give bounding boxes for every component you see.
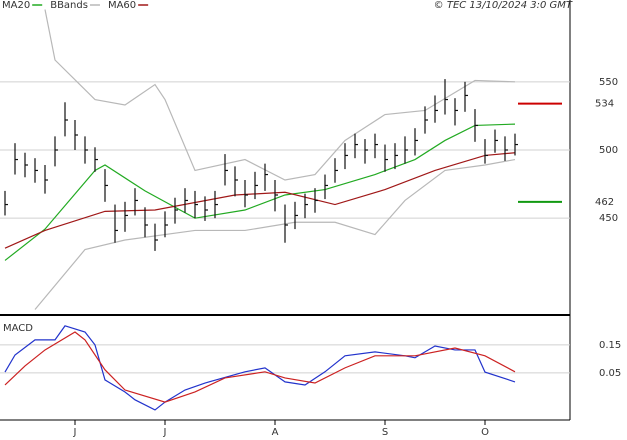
macd-label: MACD: [3, 323, 33, 334]
level-label: 462: [595, 197, 614, 208]
line-series: [44, 9, 516, 181]
line-series: [34, 158, 516, 310]
x-tick-label: J: [163, 427, 167, 438]
macd-line: [4, 331, 516, 403]
y-tick-label: 450: [599, 213, 618, 224]
x-tick-label: J: [73, 427, 77, 438]
x-tick-label: A: [272, 427, 279, 438]
legend-label: BBands: [50, 0, 88, 11]
legend-label: MA60: [108, 0, 136, 11]
level-label: 534: [595, 99, 614, 110]
y-tick-label: 0.15: [599, 340, 621, 351]
y-tick-label: 500: [599, 145, 618, 156]
x-tick-label: S: [382, 427, 388, 438]
line-series: [4, 123, 516, 261]
x-tick-label: O: [481, 427, 489, 438]
legend-label: MA20: [2, 0, 30, 11]
line-series: [4, 152, 516, 249]
credit: © TEC 13/10/2024 3:0 GMT: [434, 0, 573, 11]
y-tick-label: 0.05: [599, 368, 621, 379]
y-tick-label: 550: [599, 77, 618, 88]
